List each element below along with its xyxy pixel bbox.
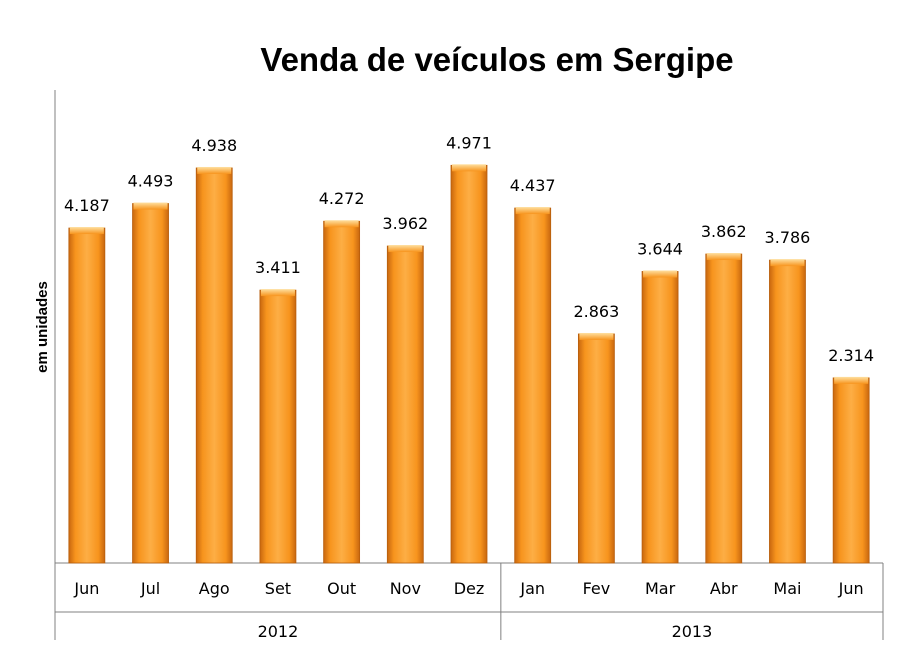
bar	[68, 227, 106, 564]
data-label: 3.962	[382, 214, 428, 233]
bar	[195, 166, 233, 564]
x-tick-label: Jun	[73, 579, 99, 598]
x-tick-label: Ago	[199, 579, 230, 598]
data-label: 4.437	[510, 176, 556, 195]
bar-body	[132, 203, 169, 564]
bar-cap	[770, 259, 805, 267]
chart-title: Venda de veículos em Sergipe	[260, 41, 733, 78]
bar	[450, 164, 488, 564]
bar-body	[450, 164, 488, 564]
data-label: 4.187	[64, 196, 110, 215]
bar-cap	[260, 289, 295, 297]
bar	[386, 245, 424, 564]
bars	[68, 164, 870, 564]
bar-cap	[515, 207, 550, 215]
bar-body	[832, 377, 870, 564]
bar-body	[386, 245, 424, 564]
bar-cap	[69, 227, 104, 235]
bar-cap	[834, 376, 869, 384]
bar-cap	[388, 245, 423, 253]
data-label: 3.786	[765, 228, 811, 247]
bar	[514, 207, 552, 564]
x-tick-label: Jun	[838, 579, 864, 598]
x-tick-label: Jan	[519, 579, 545, 598]
bar	[323, 220, 361, 564]
x-tick-labels: Jun Jul Ago Set Out Nov Dez Jan Fev Mar Abr Mai Jun	[73, 579, 863, 598]
x-tick-label: Fev	[583, 579, 611, 598]
bar-cap	[452, 164, 486, 172]
axes	[54, 90, 884, 640]
bar	[577, 332, 615, 564]
x-group-label: 2012	[258, 622, 299, 641]
data-label: 4.272	[319, 189, 365, 208]
x-tick-label: Mai	[773, 579, 801, 598]
x-tick-label: Set	[265, 579, 291, 598]
y-axis-label: em unidades	[34, 281, 51, 373]
bar-body	[514, 207, 552, 564]
bar-body	[705, 253, 743, 564]
bar-body	[769, 259, 806, 564]
x-tick-label: Dez	[454, 579, 485, 598]
bar-cap	[706, 253, 741, 261]
bar-cap	[324, 220, 359, 228]
bar-body	[68, 227, 106, 564]
x-group-labels: 2012 2013	[258, 563, 713, 641]
data-label: 2.314	[828, 346, 874, 365]
x-tick-label: Jul	[140, 579, 160, 598]
x-tick-label: Out	[327, 579, 356, 598]
bar	[641, 270, 679, 564]
bar-body	[641, 271, 679, 564]
data-label: 3.862	[701, 222, 747, 241]
x-tick-label: Mar	[645, 579, 676, 598]
bar-cap	[197, 166, 232, 174]
data-label: 3.644	[637, 239, 683, 258]
bar-cap	[579, 332, 614, 340]
data-label: 4.938	[191, 136, 237, 155]
x-group-label: 2013	[672, 622, 713, 641]
bar-cap	[133, 202, 168, 210]
data-label: 2.863	[573, 302, 619, 321]
bar-cap	[643, 270, 678, 278]
bar	[259, 289, 297, 564]
data-labels: 4.187 4.493 4.938 3.411 4.272 3.962 4.971 4.437…	[64, 133, 874, 365]
data-label: 4.971	[446, 133, 492, 152]
x-tick-label: Nov	[390, 579, 421, 598]
data-label: 4.493	[128, 172, 174, 191]
bar-body	[577, 333, 615, 564]
bar	[832, 376, 870, 564]
bar-body	[195, 167, 233, 564]
bar	[132, 202, 169, 564]
bar-body	[259, 289, 297, 564]
bar	[705, 253, 743, 564]
x-tick-label: Abr	[710, 579, 738, 598]
data-label: 3.411	[255, 258, 301, 277]
bar	[769, 259, 806, 564]
bar-body	[323, 220, 361, 564]
